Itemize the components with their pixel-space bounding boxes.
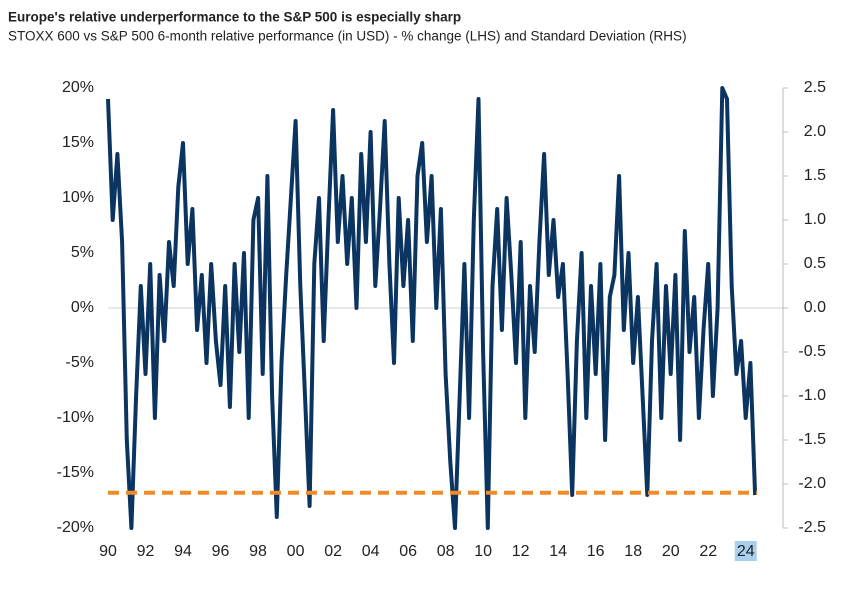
x-tick-label: 96 [212, 543, 230, 560]
y-tick-label: -15% [57, 464, 94, 481]
x-tick-label: 94 [174, 543, 192, 560]
x-tick-label: 24 [737, 543, 755, 560]
y-tick-label: -5% [66, 354, 94, 371]
y2-tick-label: 1.5 [804, 167, 826, 184]
x-tick-label: 10 [474, 543, 492, 560]
y2-tick-label: -1.0 [798, 387, 826, 404]
x-tick-label: 14 [549, 543, 567, 560]
y-tick-label: 0% [71, 299, 94, 316]
x-tick-label: 06 [399, 543, 417, 560]
chart-title: Europe's relative underperformance to th… [8, 10, 461, 25]
y2-tick-label: 1.0 [804, 211, 826, 228]
y-tick-label: 10% [62, 189, 94, 206]
y2-tick-label: -2.5 [798, 519, 826, 536]
y2-tick-label: 2.5 [804, 79, 826, 96]
x-tick-label: 16 [587, 543, 605, 560]
x-tick-label: 20 [662, 543, 680, 560]
x-tick-label: 12 [512, 543, 530, 560]
y2-tick-label: 0.0 [804, 299, 826, 316]
x-tick-label: 02 [324, 543, 342, 560]
y-tick-label: -20% [57, 519, 94, 536]
y2-tick-label: -2.0 [798, 475, 826, 492]
chart-subtitle: STOXX 600 vs S&P 500 6-month relative pe… [8, 29, 687, 44]
x-tick-label: 04 [362, 543, 380, 560]
y2-tick-label: 0.5 [804, 255, 826, 272]
x-tick-label: 98 [249, 543, 267, 560]
x-tick-label: 00 [287, 543, 305, 560]
x-tick-label: 22 [699, 543, 717, 560]
y2-tick-label: 2.0 [804, 123, 826, 140]
y-tick-label: 5% [71, 244, 94, 261]
y-tick-label: -10% [57, 409, 94, 426]
y2-tick-label: -1.5 [798, 431, 826, 448]
x-tick-label: 90 [99, 543, 117, 560]
x-tick-highlight [734, 541, 757, 561]
x-tick-label: 08 [437, 543, 455, 560]
y-tick-label: 15% [62, 134, 94, 151]
y2-tick-label: -0.5 [798, 343, 826, 360]
y-tick-label: 20% [62, 79, 94, 96]
x-tick-label: 92 [137, 543, 155, 560]
data-line [106, 86, 758, 530]
x-tick-label: 18 [624, 543, 642, 560]
